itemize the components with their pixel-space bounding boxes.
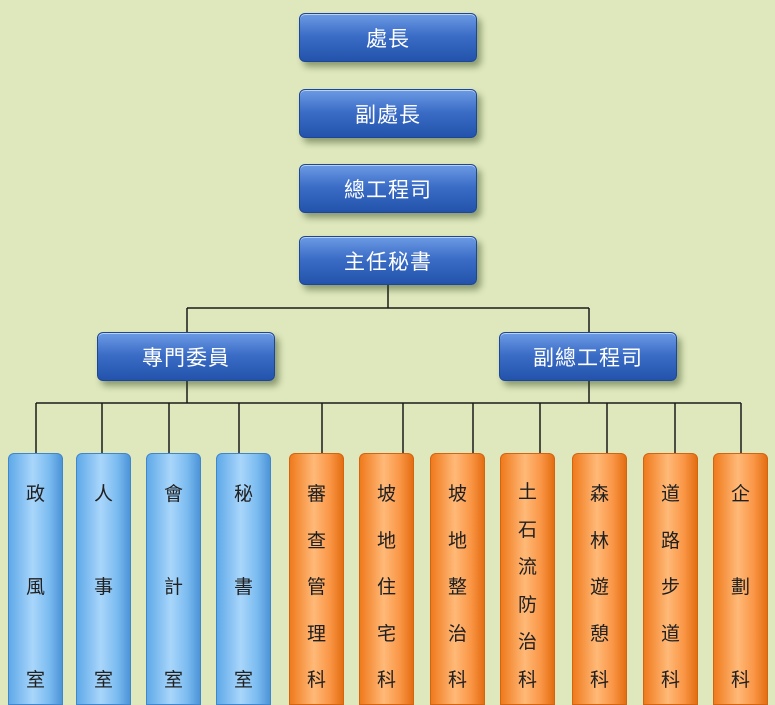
unit-char: 科 bbox=[306, 669, 326, 691]
unit-char: 防 bbox=[517, 593, 537, 616]
director-node: 處長 bbox=[299, 13, 477, 62]
specialist-label: 專門委員 bbox=[142, 345, 230, 370]
unit-char: 劃 bbox=[730, 576, 750, 598]
unit-char: 林 bbox=[589, 529, 609, 552]
unit-char: 企 bbox=[730, 483, 750, 505]
unit-roads-trails: 道路步道科 bbox=[643, 453, 698, 705]
specialist-node: 專門委員 bbox=[97, 332, 275, 381]
unit-char: 治 bbox=[517, 631, 537, 654]
unit-debris-flow-prevention: 土石流防治科 bbox=[500, 453, 555, 705]
chief-engineer-label: 總工程司 bbox=[344, 177, 432, 202]
unit-personnel-office: 人事室 bbox=[76, 453, 131, 705]
deputy-chief-engineer-node: 副總工程司 bbox=[499, 332, 677, 381]
unit-char: 科 bbox=[660, 669, 680, 691]
deputy-director-node: 副處長 bbox=[299, 89, 477, 138]
unit-char: 整 bbox=[447, 576, 467, 598]
unit-char: 宅 bbox=[376, 622, 396, 645]
unit-char: 坡 bbox=[376, 483, 396, 505]
deputy-chief-engineer-label: 副總工程司 bbox=[533, 345, 643, 370]
unit-char: 室 bbox=[93, 669, 113, 691]
unit-char: 理 bbox=[306, 622, 326, 645]
unit-char: 科 bbox=[376, 669, 396, 691]
unit-char: 步 bbox=[660, 576, 680, 598]
unit-char: 室 bbox=[25, 669, 45, 691]
unit-char: 流 bbox=[517, 556, 537, 579]
unit-char: 人 bbox=[93, 483, 113, 505]
unit-char: 書 bbox=[233, 576, 253, 598]
director-label: 處長 bbox=[366, 26, 410, 51]
unit-char: 室 bbox=[163, 669, 183, 691]
unit-char: 憩 bbox=[589, 622, 609, 645]
unit-char: 科 bbox=[730, 669, 750, 691]
unit-accounting-office: 會計室 bbox=[146, 453, 201, 705]
deputy-director-label: 副處長 bbox=[355, 102, 421, 127]
chief-secretary-node: 主任秘書 bbox=[299, 236, 477, 285]
unit-char: 秘 bbox=[233, 483, 253, 505]
unit-char: 計 bbox=[163, 576, 183, 598]
unit-char: 治 bbox=[447, 622, 467, 645]
unit-char: 道 bbox=[660, 622, 680, 645]
unit-slopeland-housing: 坡地住宅科 bbox=[359, 453, 414, 705]
unit-char: 遊 bbox=[589, 576, 609, 598]
unit-secretariat-office: 秘書室 bbox=[216, 453, 271, 705]
unit-char: 事 bbox=[93, 576, 113, 598]
unit-char: 地 bbox=[376, 529, 396, 552]
unit-planning: 企劃科 bbox=[713, 453, 768, 705]
unit-ethics-office: 政風室 bbox=[8, 453, 63, 705]
unit-char: 審 bbox=[306, 483, 326, 505]
unit-slopeland-remediation: 坡地整治科 bbox=[430, 453, 485, 705]
unit-char: 會 bbox=[163, 483, 183, 505]
chief-engineer-node: 總工程司 bbox=[299, 164, 477, 213]
chief-secretary-label: 主任秘書 bbox=[344, 249, 432, 274]
unit-char: 科 bbox=[589, 669, 609, 691]
unit-forest-recreation: 森林遊憩科 bbox=[572, 453, 627, 705]
unit-char: 道 bbox=[660, 483, 680, 505]
unit-char: 查 bbox=[306, 529, 326, 552]
unit-char: 坡 bbox=[447, 483, 467, 505]
unit-char: 路 bbox=[660, 529, 680, 552]
unit-char: 科 bbox=[517, 668, 537, 691]
unit-char: 地 bbox=[447, 529, 467, 552]
unit-char: 森 bbox=[589, 483, 609, 505]
unit-char: 管 bbox=[306, 576, 326, 598]
unit-char: 土 bbox=[517, 481, 537, 503]
unit-char: 住 bbox=[376, 576, 396, 598]
unit-char: 政 bbox=[25, 483, 45, 505]
unit-char: 風 bbox=[25, 576, 45, 598]
unit-review-management: 審查管理科 bbox=[289, 453, 344, 705]
unit-char: 科 bbox=[447, 669, 467, 691]
unit-char: 石 bbox=[517, 518, 537, 541]
unit-char: 室 bbox=[233, 669, 253, 691]
